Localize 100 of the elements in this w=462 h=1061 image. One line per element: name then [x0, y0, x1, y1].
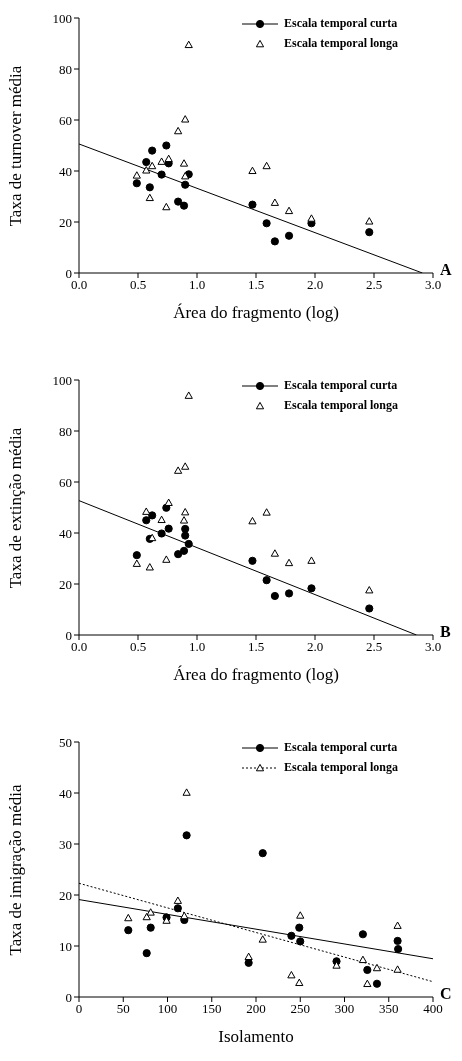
point	[365, 217, 374, 225]
point	[307, 214, 316, 222]
point	[182, 831, 191, 840]
point	[179, 546, 189, 555]
point	[181, 531, 190, 540]
y-axis-title: Taxa de turnover média	[6, 65, 26, 226]
y-tick-label: 20	[59, 887, 72, 903]
x-tick-label: 2.0	[306, 639, 324, 655]
point	[296, 937, 305, 946]
point	[132, 171, 141, 179]
point	[363, 965, 372, 975]
y-tick-label: 80	[59, 61, 72, 77]
text: A	[440, 261, 452, 279]
point	[181, 462, 190, 470]
point	[262, 508, 271, 516]
point	[157, 529, 166, 538]
point	[363, 979, 372, 988]
x-axis-title: Área do fragmento (log)	[172, 303, 340, 323]
point	[284, 231, 294, 240]
point	[358, 930, 368, 939]
legend-label: Escala temporal longa	[284, 398, 398, 412]
point	[124, 926, 133, 935]
point	[132, 559, 141, 567]
x-tick-label: 2.5	[365, 639, 383, 655]
point	[179, 159, 189, 167]
point	[173, 896, 182, 904]
x-tick-label: 300	[334, 1001, 355, 1017]
point	[181, 180, 190, 189]
y-tick-label: 60	[59, 474, 72, 490]
x-tick-label: 250	[290, 1001, 310, 1017]
point	[142, 157, 151, 167]
point	[174, 466, 183, 474]
point	[145, 193, 154, 202]
x-tick-label: 50	[116, 1001, 130, 1017]
point	[184, 40, 193, 49]
point	[142, 949, 151, 958]
y-tick-label: 80	[59, 423, 72, 439]
point	[181, 524, 190, 534]
point	[307, 556, 316, 564]
point	[270, 549, 279, 557]
point	[157, 157, 166, 165]
x-tick-label: 3.0	[424, 639, 442, 655]
point	[145, 183, 154, 192]
x-tick-label: 3.0	[424, 277, 442, 293]
x-tick-label: 0	[75, 1001, 83, 1017]
point	[132, 179, 141, 188]
point	[284, 589, 294, 598]
point	[184, 391, 193, 399]
point	[365, 604, 374, 613]
y-tick-label: 100	[52, 10, 72, 26]
point	[270, 237, 279, 246]
point	[146, 923, 155, 932]
point	[287, 931, 296, 940]
point	[142, 507, 151, 515]
point	[124, 913, 133, 922]
point	[248, 556, 257, 565]
point	[262, 576, 271, 585]
y-tick-label: 40	[59, 785, 72, 801]
x-axis-title: Isolamento	[217, 1027, 295, 1047]
point	[244, 952, 253, 961]
point	[332, 961, 341, 969]
point	[181, 507, 190, 516]
point	[148, 161, 157, 170]
point	[270, 591, 279, 601]
point	[142, 516, 151, 525]
point	[287, 970, 296, 979]
y-tick-label: 0	[65, 265, 72, 281]
legend-label: Escala temporal curta	[284, 740, 398, 754]
y-tick-label: 10	[59, 938, 72, 954]
y-tick-label: 100	[52, 372, 72, 388]
point	[142, 166, 151, 174]
point	[164, 154, 173, 163]
y-tick-label: 0	[65, 989, 72, 1005]
point	[146, 908, 155, 916]
point	[393, 965, 402, 973]
y-tick-label: 20	[59, 576, 72, 592]
x-tick-label: 350	[379, 1001, 399, 1017]
point	[365, 586, 374, 594]
point	[181, 115, 190, 123]
x-tick-label: 150	[202, 1001, 222, 1017]
point	[145, 563, 154, 571]
x-tick-label: 0.5	[129, 277, 147, 293]
point	[180, 911, 189, 920]
y-tick-label: 0	[65, 627, 72, 643]
point	[394, 944, 403, 954]
x-tick-label: 2.0	[306, 277, 324, 293]
y-axis-title: Taxa de imigração média	[6, 783, 26, 956]
x-tick-label: 0.5	[129, 639, 147, 655]
x-tick-label: 1.0	[188, 277, 206, 293]
point	[372, 979, 382, 988]
x-tick-label: 1.0	[188, 639, 206, 655]
point	[132, 551, 141, 560]
point	[258, 935, 267, 943]
y-tick-label: 40	[59, 525, 72, 541]
x-axis-title: Área do fragmento (log)	[172, 665, 340, 685]
x-tick-label: 100	[157, 1001, 178, 1017]
point	[296, 911, 305, 919]
point	[179, 201, 189, 210]
point	[184, 539, 193, 549]
y-tick-label: 40	[59, 163, 72, 179]
